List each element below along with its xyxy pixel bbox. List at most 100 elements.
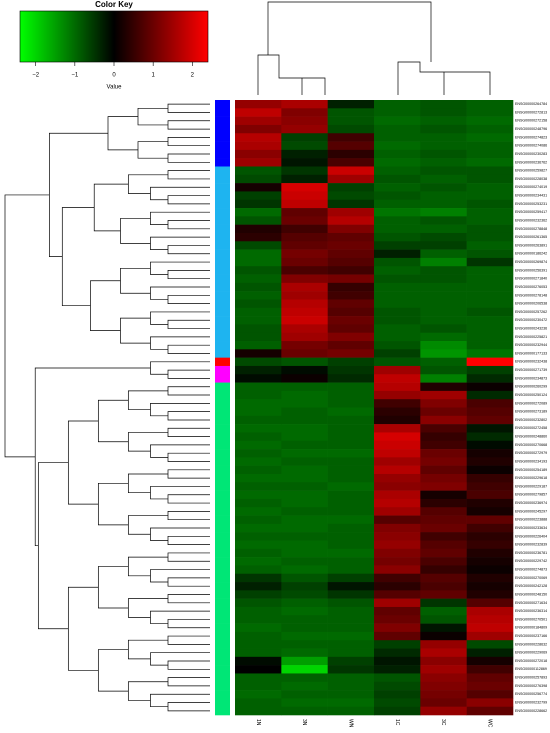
heatmap-cell bbox=[466, 299, 514, 309]
heatmap-cell bbox=[281, 457, 328, 466]
heatmap-cell bbox=[327, 141, 375, 151]
dendrogram-branch bbox=[167, 270, 210, 280]
row-label: ENSG00000261365 bbox=[515, 235, 547, 239]
heatmap-cell bbox=[281, 382, 328, 392]
row-label: ENSG00000236974 bbox=[515, 501, 547, 505]
heatmap-cell bbox=[281, 307, 328, 317]
row-label: ENSG00000270668 bbox=[515, 443, 547, 447]
heatmap-cell bbox=[374, 399, 421, 408]
heatmap-cell bbox=[327, 424, 375, 433]
row-label: ENSG00000274086 bbox=[515, 144, 547, 148]
row-side-color bbox=[215, 540, 230, 550]
heatmap-cell bbox=[327, 166, 375, 176]
heatmap-cell bbox=[420, 282, 467, 292]
heatmap-cell bbox=[281, 149, 328, 159]
heatmap-cell bbox=[374, 307, 421, 317]
heatmap-cell bbox=[466, 291, 514, 300]
heatmap-cell bbox=[466, 648, 514, 658]
heatmap-cell bbox=[235, 108, 282, 117]
heatmap-cell bbox=[374, 365, 421, 375]
heatmap-cell bbox=[420, 108, 467, 117]
heatmap-cell bbox=[281, 515, 328, 525]
heatmap-cell bbox=[235, 432, 282, 442]
heatmap-cell bbox=[466, 158, 514, 167]
heatmap-cell bbox=[281, 690, 328, 699]
heatmap-cell bbox=[466, 108, 514, 117]
heatmap-cell bbox=[281, 590, 328, 599]
heatmap-cell bbox=[420, 216, 467, 225]
row-side-color bbox=[215, 573, 230, 583]
row-label: ENSG00000276398 bbox=[515, 684, 547, 688]
row-side-color bbox=[215, 665, 230, 674]
dendrogram-branch bbox=[120, 267, 151, 294]
row-label: ENSG00000186242 bbox=[515, 252, 547, 256]
row-label: ENSG00000230283 bbox=[515, 152, 547, 156]
row-side-color bbox=[215, 565, 230, 575]
heatmap-cell bbox=[374, 573, 421, 583]
row-label: ENSG00000234193 bbox=[515, 459, 547, 463]
row-side-color bbox=[215, 183, 230, 192]
heatmap-cell bbox=[327, 598, 375, 608]
heatmap-cell bbox=[281, 615, 328, 624]
row-side-color bbox=[215, 241, 230, 250]
row-label: ENSG00000236314 bbox=[515, 609, 547, 613]
heatmap-cell bbox=[420, 598, 467, 608]
heatmap-cell bbox=[374, 166, 421, 176]
heatmap-cell bbox=[327, 515, 375, 525]
heatmap-cell bbox=[466, 548, 514, 558]
heatmap-cell bbox=[281, 606, 328, 616]
heatmap-cell bbox=[235, 515, 282, 525]
column-label: 3N bbox=[301, 719, 307, 726]
heatmap-cell bbox=[235, 133, 282, 142]
heatmap-cell bbox=[466, 698, 514, 707]
column-label: WN bbox=[348, 719, 354, 728]
heatmap-cell bbox=[374, 449, 421, 458]
heatmap-cell bbox=[235, 540, 282, 550]
heatmap-cell bbox=[374, 690, 421, 699]
heatmap-cell bbox=[281, 208, 328, 217]
dendrogram-branch bbox=[167, 344, 210, 354]
heatmap-cell bbox=[327, 606, 375, 616]
dendrogram-branch bbox=[167, 170, 210, 180]
heatmap-cell bbox=[281, 440, 328, 450]
row-side-color bbox=[215, 257, 230, 267]
heatmap-cell bbox=[466, 449, 514, 458]
dendrogram-branch bbox=[93, 183, 129, 232]
heatmap-cell bbox=[235, 673, 282, 683]
heatmap-cell bbox=[235, 507, 282, 516]
heatmap-cell bbox=[327, 523, 375, 533]
heatmap-cell bbox=[420, 357, 467, 367]
heatmap-cell bbox=[420, 399, 467, 408]
heatmap-cell bbox=[420, 623, 467, 633]
heatmap-cell bbox=[235, 573, 282, 583]
row-label: ENSG00000236762 bbox=[515, 160, 547, 164]
dendrogram-branch bbox=[167, 294, 210, 304]
row-label: ENSG00000272089 bbox=[515, 401, 547, 405]
heatmap-cell bbox=[327, 324, 375, 334]
heatmap-cell bbox=[420, 507, 467, 516]
heatmap-cell bbox=[235, 149, 282, 159]
heatmap-cell bbox=[420, 191, 467, 201]
heatmap-cell bbox=[281, 673, 328, 683]
heatmap-cell bbox=[466, 357, 514, 367]
heatmap-cell bbox=[466, 681, 514, 691]
row-label: ENSG00000234431 bbox=[515, 194, 547, 198]
heatmap-cell bbox=[235, 424, 282, 433]
heatmap-cell bbox=[327, 390, 375, 400]
row-side-color bbox=[215, 266, 230, 275]
row-side-color bbox=[215, 100, 230, 109]
row-label: ENSG00000233634 bbox=[515, 526, 547, 530]
heatmap-cell bbox=[466, 232, 514, 242]
heatmap-cell bbox=[374, 548, 421, 558]
heatmap-cell bbox=[420, 498, 467, 508]
heatmap-cell bbox=[281, 374, 328, 383]
heatmap-cell bbox=[327, 208, 375, 217]
heatmap-cell bbox=[374, 249, 421, 259]
heatmap-cell bbox=[327, 498, 375, 508]
row-label: ENSG00000279857 bbox=[515, 493, 547, 497]
heatmap-cell bbox=[466, 656, 514, 666]
heatmap-cell bbox=[281, 257, 328, 267]
heatmap-cell bbox=[420, 490, 467, 500]
dendrogram-branch bbox=[397, 61, 491, 95]
heatmap-cell bbox=[327, 449, 375, 458]
